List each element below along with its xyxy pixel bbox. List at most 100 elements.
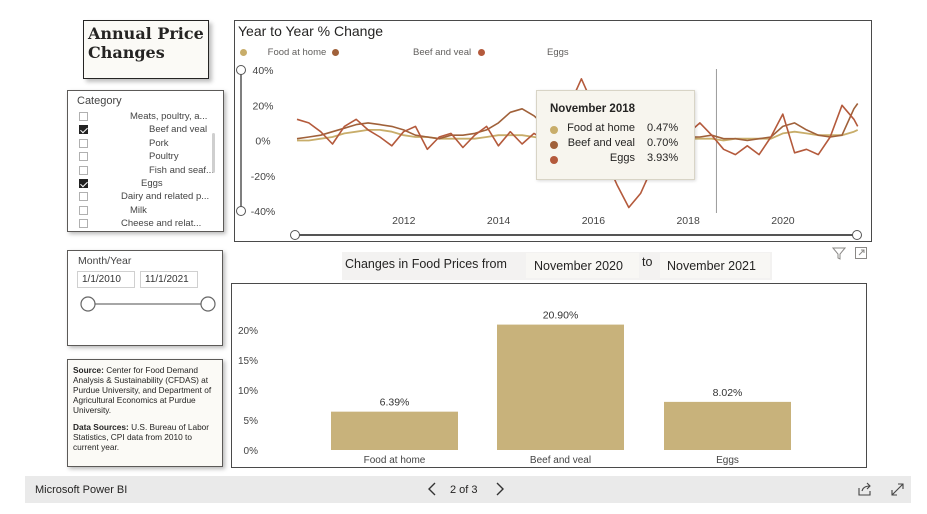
tooltip-value: 0.70% (647, 137, 679, 149)
bar-food-at-home (331, 411, 458, 450)
category-item[interactable]: Fish and seaf... (75, 164, 221, 177)
category-checkbox[interactable] (79, 125, 88, 135)
legend-beef-and-veal[interactable]: Beef and veal (413, 47, 485, 58)
changes-header: Changes in Food Prices from November 202… (342, 252, 772, 280)
tooltip-value: 0.47% (647, 122, 679, 134)
category-checkbox[interactable] (79, 138, 88, 148)
y-tick-label: -40% (251, 206, 276, 218)
end-date-input[interactable]: 11/1/2021 (140, 271, 198, 288)
tooltip-dot-icon (550, 156, 558, 164)
focus-mode-icon[interactable] (854, 246, 868, 260)
next-page-icon[interactable] (494, 482, 506, 496)
category-checkbox[interactable] (79, 179, 88, 188)
bar-beef-and-veal (497, 324, 624, 450)
tooltip-label: Eggs (609, 152, 635, 164)
y-tick-label: 40% (252, 65, 273, 77)
footer-bar: Microsoft Power BI 2 of 3 (25, 476, 911, 503)
category-scrollbar[interactable] (212, 133, 215, 173)
share-icon[interactable] (857, 482, 873, 497)
bar-y-tick-label: 10% (238, 386, 258, 397)
data-sources-text: U.S. Bureau of Labor Statistics, CPI dat… (73, 422, 210, 452)
tooltip-dot-icon (550, 141, 558, 149)
chart-tooltip: November 2018 Food at home 0.47% Beef an… (536, 90, 695, 180)
category-item[interactable]: Pork (75, 137, 221, 150)
category-checkbox[interactable] (79, 112, 88, 121)
bar-y-tick-label: 5% (244, 416, 259, 427)
y-slider-handle (236, 65, 246, 75)
tooltip-dot-icon (550, 126, 558, 134)
bar-category-label: Eggs (716, 455, 739, 466)
category-item[interactable]: Beef and veal (75, 123, 221, 136)
category-item[interactable]: Dairy and related p... (75, 190, 221, 203)
category-item[interactable]: Poultry (75, 150, 221, 163)
to-word: to (642, 255, 653, 269)
category-label: Cheese and relat... (121, 218, 202, 230)
bar-data-label: 20.90% (543, 310, 579, 322)
category-slicer: Category Meats, poultry, a... Beef and ve… (67, 90, 224, 232)
tooltip-title: November 2018 (550, 103, 636, 115)
category-checkbox[interactable] (79, 152, 88, 162)
legend-label: Food at home (267, 47, 327, 58)
bar-data-label: 6.39% (380, 397, 410, 409)
report-title: Annual Price Changes (83, 20, 209, 79)
filter-icon[interactable] (832, 246, 846, 260)
to-date-value[interactable]: November 2021 (660, 253, 770, 278)
bar-eggs (664, 401, 791, 450)
fullscreen-icon[interactable] (890, 482, 905, 497)
category-checkbox[interactable] (79, 165, 88, 175)
prev-page-icon[interactable] (426, 482, 438, 496)
y-slider-handle (236, 206, 246, 216)
bar-y-tick-label: 20% (238, 326, 258, 337)
report-title-line2: Changes (88, 43, 165, 62)
category-item[interactable]: Eggs (75, 177, 221, 190)
source-text: Center for Food Demand Analysis & Sustai… (73, 365, 212, 415)
category-label: Poultry (149, 151, 179, 163)
report-title-line1: Annual Price (88, 24, 204, 43)
category-checkbox[interactable] (79, 192, 88, 202)
category-item[interactable]: Milk (75, 204, 221, 217)
source-note: Source: Center for Food Demand Analysis … (67, 359, 223, 467)
legend-dot-icon (477, 48, 485, 56)
source-label: Source: (73, 365, 104, 375)
tooltip-label: Food at home (567, 122, 635, 134)
bar-data-label: 8.02% (713, 387, 743, 399)
bar-chart-plot[interactable]: 20% 15% 10% 5% 0% 6.39% Food at home 20.90% Beef… (232, 284, 866, 467)
date-slicer: Month/Year 1/1/2010 11/1/2021 (67, 250, 223, 346)
start-date-input[interactable]: 1/1/2010 (77, 271, 135, 288)
category-list: Meats, poultry, a... Beef and veal Pork Pou… (75, 110, 221, 230)
end-date-handle[interactable] (200, 296, 216, 312)
tooltip-row-beef: Beef and veal 0.70% (550, 137, 690, 152)
category-label: Eggs (141, 178, 163, 189)
category-checkbox[interactable] (79, 219, 88, 229)
x-tick-label: 2016 (582, 215, 606, 227)
category-item[interactable]: Cheese and relat... (75, 217, 221, 230)
legend-dot-icon (240, 48, 247, 56)
category-item[interactable]: Meats, poultry, a... (75, 110, 221, 123)
bar-y-tick-label: 15% (238, 356, 258, 367)
date-slicer-title: Month/Year (78, 255, 132, 267)
start-date-handle[interactable] (80, 296, 96, 312)
legend-eggs[interactable]: Eggs (547, 47, 569, 58)
bar-category-label: Food at home (364, 455, 426, 466)
x-tick-label: 2018 (676, 215, 700, 227)
tooltip-row-eggs: Eggs 3.93% (550, 152, 690, 167)
x-tick-label: 2020 (771, 215, 795, 227)
x-slider-handle (852, 230, 862, 240)
category-label: Milk (130, 204, 147, 216)
legend-label: Eggs (547, 47, 569, 58)
y-tick-label: 20% (252, 100, 273, 112)
bar-category-label: Beef and veal (530, 455, 591, 466)
changes-bar-chart[interactable]: 20% 15% 10% 5% 0% 6.39% Food at home 20.90% Beef… (231, 283, 867, 468)
data-sources-label: Data Sources: (73, 422, 129, 432)
brand-label[interactable]: Microsoft Power BI (35, 484, 128, 496)
y-tick-label: 0% (255, 136, 270, 148)
x-tick-label: 2012 (392, 215, 416, 227)
x-slider-handle (290, 230, 300, 240)
legend-food-at-home[interactable]: Food at home (240, 47, 339, 58)
tooltip-value: 3.93% (647, 152, 679, 164)
category-checkbox[interactable] (79, 205, 88, 215)
date-range-slider[interactable] (68, 289, 224, 319)
category-label: Pork (149, 137, 169, 149)
from-date-value[interactable]: November 2020 (526, 253, 639, 278)
changes-prefix: Changes in Food Prices from (345, 257, 507, 271)
